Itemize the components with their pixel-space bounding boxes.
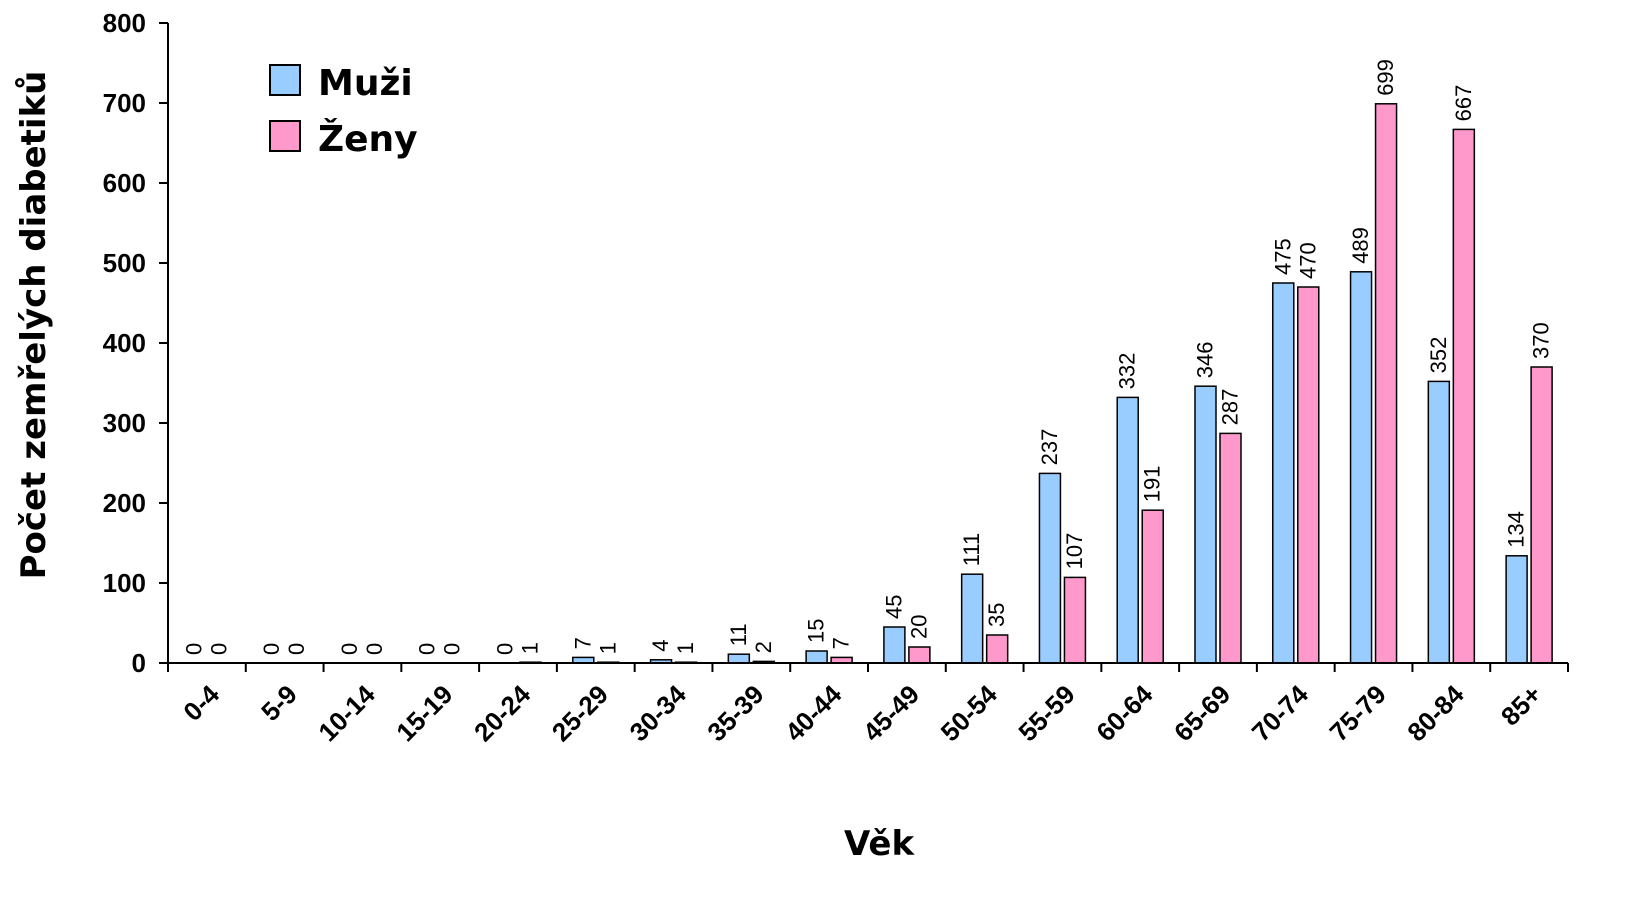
data-label: 7 [570, 637, 595, 649]
data-label: 15 [804, 619, 829, 643]
data-label: 107 [1062, 533, 1087, 570]
data-label: 35 [984, 603, 1009, 627]
bar-muzi [960, 573, 984, 664]
bar-zeny [1297, 286, 1320, 664]
y-tick-label: 600 [103, 168, 146, 198]
x-tick-label: 40-44 [779, 679, 848, 748]
data-label: 287 [1218, 389, 1243, 426]
x-axis-title: Věk [844, 824, 916, 864]
data-label: 4 [648, 640, 673, 652]
bar-muzi [1427, 380, 1451, 664]
data-label: 134 [1504, 511, 1529, 548]
data-label: 1 [595, 642, 620, 654]
data-label: 0 [337, 643, 362, 655]
y-tick-label: 200 [103, 488, 146, 518]
x-tick-label: 70-74 [1246, 679, 1315, 748]
data-label: 0 [181, 643, 206, 655]
data-label: 667 [1451, 85, 1476, 122]
data-label: 0 [415, 643, 440, 655]
bar-zeny [1141, 509, 1164, 664]
bar-zeny [908, 646, 931, 664]
x-tick-label: 60-64 [1090, 679, 1159, 748]
x-tick-label: 65-69 [1168, 679, 1236, 747]
x-tick-label: 15-19 [390, 679, 458, 747]
x-axis-ticks: 0-4 5-9 10-14 15-19 20-24 25-29 30-34 35-39 40-4… [167, 663, 1569, 748]
data-label: 1 [673, 642, 698, 654]
x-tick-label: 30-34 [624, 679, 693, 748]
x-tick-label: 10-14 [312, 679, 381, 748]
data-label: 0 [493, 643, 518, 655]
y-tick-label: 0 [132, 648, 146, 678]
data-label: 1 [518, 642, 543, 654]
x-tick-label: 85+ [1495, 679, 1547, 731]
data-label: 699 [1373, 59, 1398, 96]
y-tick-label: 400 [103, 328, 146, 358]
bar-muzi [1194, 385, 1217, 664]
data-label: 346 [1193, 341, 1218, 378]
legend-label-muzi: Muži [318, 63, 413, 104]
x-tick-label: 55-59 [1012, 679, 1080, 747]
bar-zeny [1219, 432, 1242, 664]
legend-swatch-muzi [269, 64, 301, 96]
legend: Muži Ženy [269, 63, 418, 160]
data-label: 0 [284, 643, 309, 655]
x-tick-label: 50-54 [935, 679, 1004, 748]
bar-zeny [1530, 366, 1553, 664]
x-tick-label: 35-39 [701, 679, 769, 747]
data-label: 475 [1270, 238, 1295, 275]
bar-muzi [883, 626, 906, 664]
bar-muzi [1505, 555, 1528, 664]
x-tick-label: 80-84 [1401, 679, 1470, 748]
y-tick-label: 800 [103, 8, 146, 38]
data-label: 0 [440, 643, 465, 655]
bar-zeny [1063, 576, 1087, 664]
x-tick-label: 20-24 [468, 679, 537, 748]
x-tick-label: 5-9 [255, 679, 303, 727]
data-label: 20 [906, 615, 931, 639]
data-labels: 0 0 0 0 0 0 0 0 0 1 7 1 4 111215745201113523710733219… [181, 59, 1553, 655]
bars [519, 103, 1553, 664]
bar-muzi [727, 653, 751, 664]
data-label: 2 [751, 641, 776, 653]
bar-muzi [1272, 282, 1295, 664]
y-tick-label: 300 [103, 408, 146, 438]
data-label: 7 [829, 637, 854, 649]
data-label: 237 [1037, 429, 1062, 466]
bar-muzi [1038, 472, 1062, 664]
y-tick-label: 500 [103, 248, 146, 278]
y-tick-label: 700 [103, 88, 146, 118]
data-label: 0 [206, 643, 231, 655]
bar-muzi [805, 650, 828, 664]
legend-swatch-zeny [269, 120, 301, 152]
bar-zeny [1452, 128, 1476, 664]
x-tick-label: 45-49 [857, 679, 925, 747]
y-axis-title: Počet zemřelých diabetiků [14, 71, 54, 580]
data-label: 470 [1295, 242, 1320, 279]
bar-zeny [985, 634, 1009, 664]
data-label: 45 [881, 595, 906, 619]
x-tick-label: 75-79 [1324, 679, 1392, 747]
data-label: 11 [726, 623, 751, 646]
bar-zeny [1374, 103, 1398, 664]
data-label: 370 [1529, 322, 1554, 359]
bar-muzi [1116, 396, 1139, 664]
data-label: 352 [1426, 337, 1451, 374]
data-label: 332 [1115, 353, 1140, 390]
axes [167, 23, 1568, 664]
y-tick-label: 100 [103, 568, 146, 598]
data-label: 191 [1140, 465, 1165, 502]
x-tick-label: 0-4 [177, 679, 225, 727]
data-label: 0 [362, 643, 387, 655]
legend-label-zeny: Ženy [318, 118, 418, 160]
data-label: 111 [959, 533, 984, 566]
data-label: 489 [1348, 227, 1373, 264]
x-tick-label: 25-29 [546, 679, 614, 747]
y-axis-ticks: 0 100 200 300 400 500 600 700 800 [103, 8, 168, 678]
data-label: 0 [259, 643, 284, 655]
bar-muzi [1349, 271, 1373, 664]
